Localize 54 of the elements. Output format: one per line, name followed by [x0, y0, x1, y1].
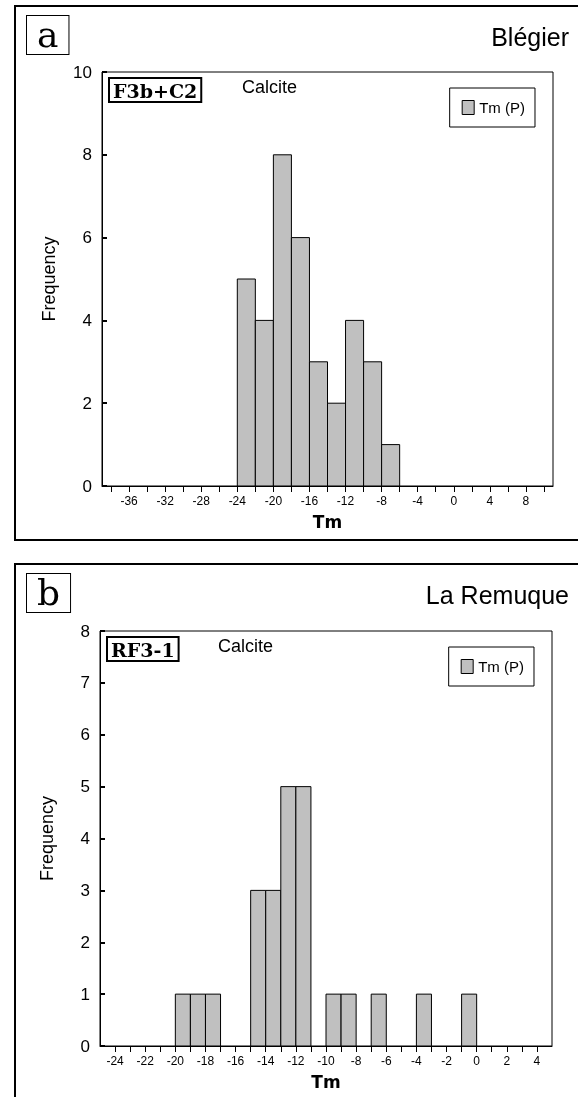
x-tick-label: -4: [411, 1054, 423, 1068]
y-tick-label: 10: [73, 62, 92, 82]
x-tick-label: -22: [136, 1054, 155, 1068]
x-tick-label: -8: [376, 494, 388, 508]
y-tick-label: 2: [80, 932, 90, 952]
annotation: RF3-1: [111, 638, 175, 661]
x-tick-label: 0: [450, 494, 458, 508]
y-tick-label: 4: [82, 310, 92, 330]
y-axis-title: Frequency: [39, 236, 59, 322]
x-tick-label: -12: [336, 494, 355, 508]
x-tick-label: -32: [156, 494, 175, 508]
x-tick-label: 4: [533, 1054, 541, 1068]
x-tick-label: -14: [257, 1054, 275, 1068]
x-tick-label: -18: [196, 1054, 215, 1068]
legend-label: Tm (P): [479, 99, 526, 116]
y-tick-label: 5: [80, 777, 90, 797]
x-tick-label: 0: [473, 1054, 481, 1068]
x-tick-label: -36: [120, 494, 139, 508]
y-axis-title: Frequency: [37, 795, 57, 882]
x-axis-title: Tm: [312, 511, 343, 532]
y-tick-label: 6: [80, 725, 90, 745]
y-tick-label: 4: [80, 829, 90, 848]
x-tick-label: -10: [317, 1054, 335, 1068]
y-tick-label: 2: [82, 393, 92, 413]
y-tick-label: 1: [80, 984, 90, 1004]
y-tick-label: 7: [80, 673, 90, 693]
y-tick-label: 8: [82, 145, 92, 165]
x-tick-label: -2: [441, 1054, 453, 1068]
x-tick-label: -24: [106, 1054, 125, 1068]
x-tick-label: -4: [412, 494, 424, 508]
annotation: F3b+C2: [113, 79, 198, 102]
y-tick-label: 6: [82, 228, 92, 248]
x-tick-label: -16: [226, 1054, 245, 1068]
x-tick-label: -8: [350, 1054, 362, 1068]
y-tick-label: 3: [80, 880, 90, 900]
x-tick-label: -16: [300, 494, 319, 508]
chart-title: Blégier: [491, 22, 570, 51]
legend-label: Tm (P): [478, 658, 525, 675]
chart-title: La Remuque: [425, 580, 569, 609]
text: a: [37, 13, 59, 55]
x-tick-label: 4: [486, 494, 494, 508]
annotation: Calcite: [218, 636, 274, 656]
x-tick-label: -20: [264, 494, 283, 508]
x-tick-label: -20: [166, 1054, 185, 1068]
y-tick-label: 8: [80, 621, 90, 641]
x-tick-label: -6: [380, 1054, 392, 1068]
x-tick-label: -24: [228, 494, 247, 508]
annotation: Calcite: [242, 77, 298, 97]
x-axis-title: Tm: [311, 1071, 341, 1092]
x-tick-label: 2: [503, 1054, 511, 1068]
x-tick-label: -28: [192, 494, 211, 508]
text: b: [37, 571, 61, 613]
x-tick-label: -12: [287, 1054, 305, 1068]
x-tick-label: 8: [522, 494, 530, 508]
